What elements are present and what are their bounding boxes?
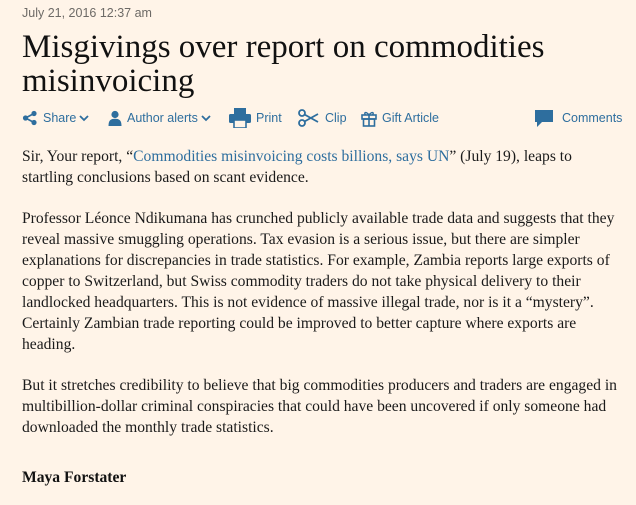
chevron-down-icon: [201, 114, 211, 122]
gift-icon: [361, 110, 377, 127]
paragraph-1: Sir, Your report, “Commodities misinvoic…: [22, 146, 622, 188]
comment-bubble-icon: [534, 109, 554, 128]
paragraph-1-rest: ” (July 19), leaps to startling conclusi…: [22, 148, 572, 186]
article-headline: Misgivings over report on commodities mi…: [22, 29, 545, 99]
comments-label: Comments: [562, 111, 623, 125]
printer-icon: [229, 108, 251, 128]
share-label: Share: [43, 111, 77, 125]
related-article-link[interactable]: Commodities misinvoicing costs billions,…: [133, 148, 450, 165]
comments-button[interactable]: Comments: [534, 107, 622, 129]
gift-article-button[interactable]: Gift Article: [361, 107, 439, 129]
share-icon: [22, 110, 38, 126]
author-alerts-button[interactable]: Author alerts: [108, 107, 211, 129]
author-alerts-label: Author alerts: [127, 111, 198, 125]
paragraph-2: Professor Léonce Ndikumana has crunched …: [22, 210, 615, 353]
paragraph-1-intro: Sir, Your report, “: [22, 148, 134, 165]
clip-label: Clip: [325, 111, 347, 125]
scissors-icon: [298, 109, 320, 127]
article-timestamp: July 21, 2016 12:37 am: [22, 6, 152, 20]
person-icon: [108, 110, 122, 126]
chevron-down-icon: [79, 114, 89, 122]
paragraph-3: But it stretches credibility to believe …: [22, 377, 617, 436]
article-body: Sir, Your report, “Commodities misinvoic…: [22, 146, 622, 458]
clip-button[interactable]: Clip: [298, 107, 347, 129]
share-button[interactable]: Share: [22, 107, 89, 129]
print-button[interactable]: Print: [229, 107, 282, 129]
article-toolbar: Share Author alerts: [22, 107, 636, 129]
author-signature: Maya Forstater: [22, 469, 127, 486]
print-label: Print: [256, 111, 282, 125]
gift-article-label: Gift Article: [382, 111, 439, 125]
